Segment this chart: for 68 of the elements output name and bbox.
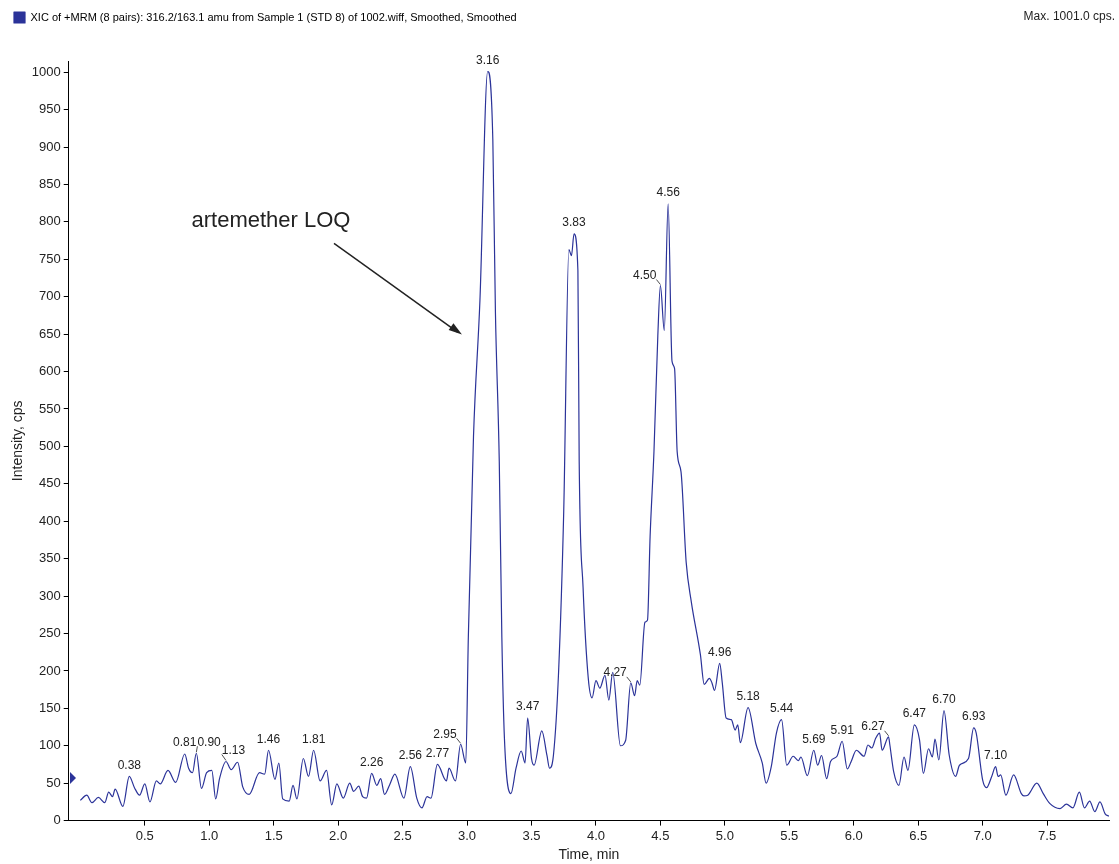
y-tick-label: 450 — [39, 475, 61, 491]
annotation: 0.81 — [173, 735, 197, 750]
annotation: 5.69 — [802, 731, 826, 746]
y-tick-label: 650 — [39, 325, 61, 341]
y-tick-label: 550 — [39, 400, 61, 416]
x-tick-label: 2.5 — [393, 827, 412, 843]
y-axis-title: Intensity, cps — [9, 400, 26, 482]
y-tick-label: 0 — [53, 812, 61, 828]
annotation: 0.90 — [197, 734, 222, 749]
y-tick-label: 900 — [39, 138, 61, 154]
y-tick-label: 700 — [39, 288, 61, 304]
annotation: 6.70 — [932, 691, 956, 706]
x-tick-label: 6.0 — [844, 827, 863, 843]
annotation: 1.13 — [221, 742, 246, 757]
annotation: 6.93 — [961, 709, 986, 724]
y-tick-label: 100 — [39, 737, 61, 753]
legend-label: XIC of +MRM (8 pairs): 316.2/163.1 amu from Sample 1 (STD 8) of 1002.wiff, Smoothed, Smoothed — [30, 10, 517, 23]
y-tick-label: 200 — [39, 662, 61, 678]
y-tick-label: 150 — [39, 699, 61, 715]
x-tick-label: 4.5 — [651, 827, 670, 843]
x-tick-label: 7.5 — [1038, 827, 1057, 843]
y-tick-label: 500 — [39, 437, 61, 453]
annotation: 4.56 — [656, 185, 681, 200]
y-tick-label: 800 — [39, 213, 61, 229]
annotation: 4.96 — [708, 644, 732, 659]
y-tick-label: 850 — [39, 176, 61, 192]
annotation: 6.47 — [902, 706, 927, 721]
y-tick-label: 250 — [39, 625, 61, 641]
y-tick-label: 950 — [39, 101, 61, 117]
annotation: 2.77 — [425, 745, 450, 760]
annotation: 2.56 — [398, 748, 423, 763]
text: Max. 1001.0 cps. — [1023, 9, 1115, 24]
y-tick-label: 750 — [39, 250, 61, 266]
x-tick-label: 5.0 — [715, 827, 734, 843]
x-tick-label: 1.5 — [264, 827, 283, 843]
annotation: artemether LOQ — [191, 206, 351, 232]
annotation: 3.47 — [515, 699, 540, 714]
y-tick-label: 400 — [39, 512, 61, 528]
annotation: 5.18 — [736, 688, 761, 703]
annotation: 5.91 — [830, 722, 855, 737]
x-tick-label: 0.5 — [135, 827, 154, 843]
y-tick-label: 1000 — [31, 63, 61, 79]
annotation: 4.27 — [603, 665, 628, 680]
annotation: 4.50 — [633, 267, 657, 282]
y-tick-label: 300 — [39, 587, 61, 603]
annotation: 3.16 — [475, 52, 500, 67]
y-tick-label: 600 — [39, 363, 61, 379]
x-axis-title: Time, min — [558, 846, 620, 863]
x-tick-label: 7.0 — [973, 827, 992, 843]
annotation: 0.38 — [117, 757, 142, 772]
annotation: 7.10 — [983, 748, 1008, 763]
x-tick-label: 3.5 — [522, 827, 541, 843]
y-tick-label: 350 — [39, 550, 61, 566]
annotation: 5.44 — [769, 700, 794, 715]
x-tick-label: 6.5 — [909, 827, 928, 843]
annotation: 1.81 — [301, 731, 326, 746]
annotation: 3.83 — [562, 215, 587, 230]
y-tick-label: 50 — [46, 774, 61, 790]
x-tick-label: 2.0 — [329, 827, 348, 843]
line-series — [79, 70, 1109, 817]
annotation: 6.27 — [861, 719, 885, 734]
x-tick-label: 4.0 — [586, 827, 605, 843]
x-tick-label: 1.0 — [200, 827, 219, 843]
x-tick-label: 3.0 — [458, 827, 477, 843]
annotation: 1.46 — [256, 731, 281, 746]
annotation: 2.95 — [433, 726, 457, 741]
annotation: 2.26 — [359, 754, 384, 769]
x-tick-label: 5.5 — [780, 827, 799, 843]
